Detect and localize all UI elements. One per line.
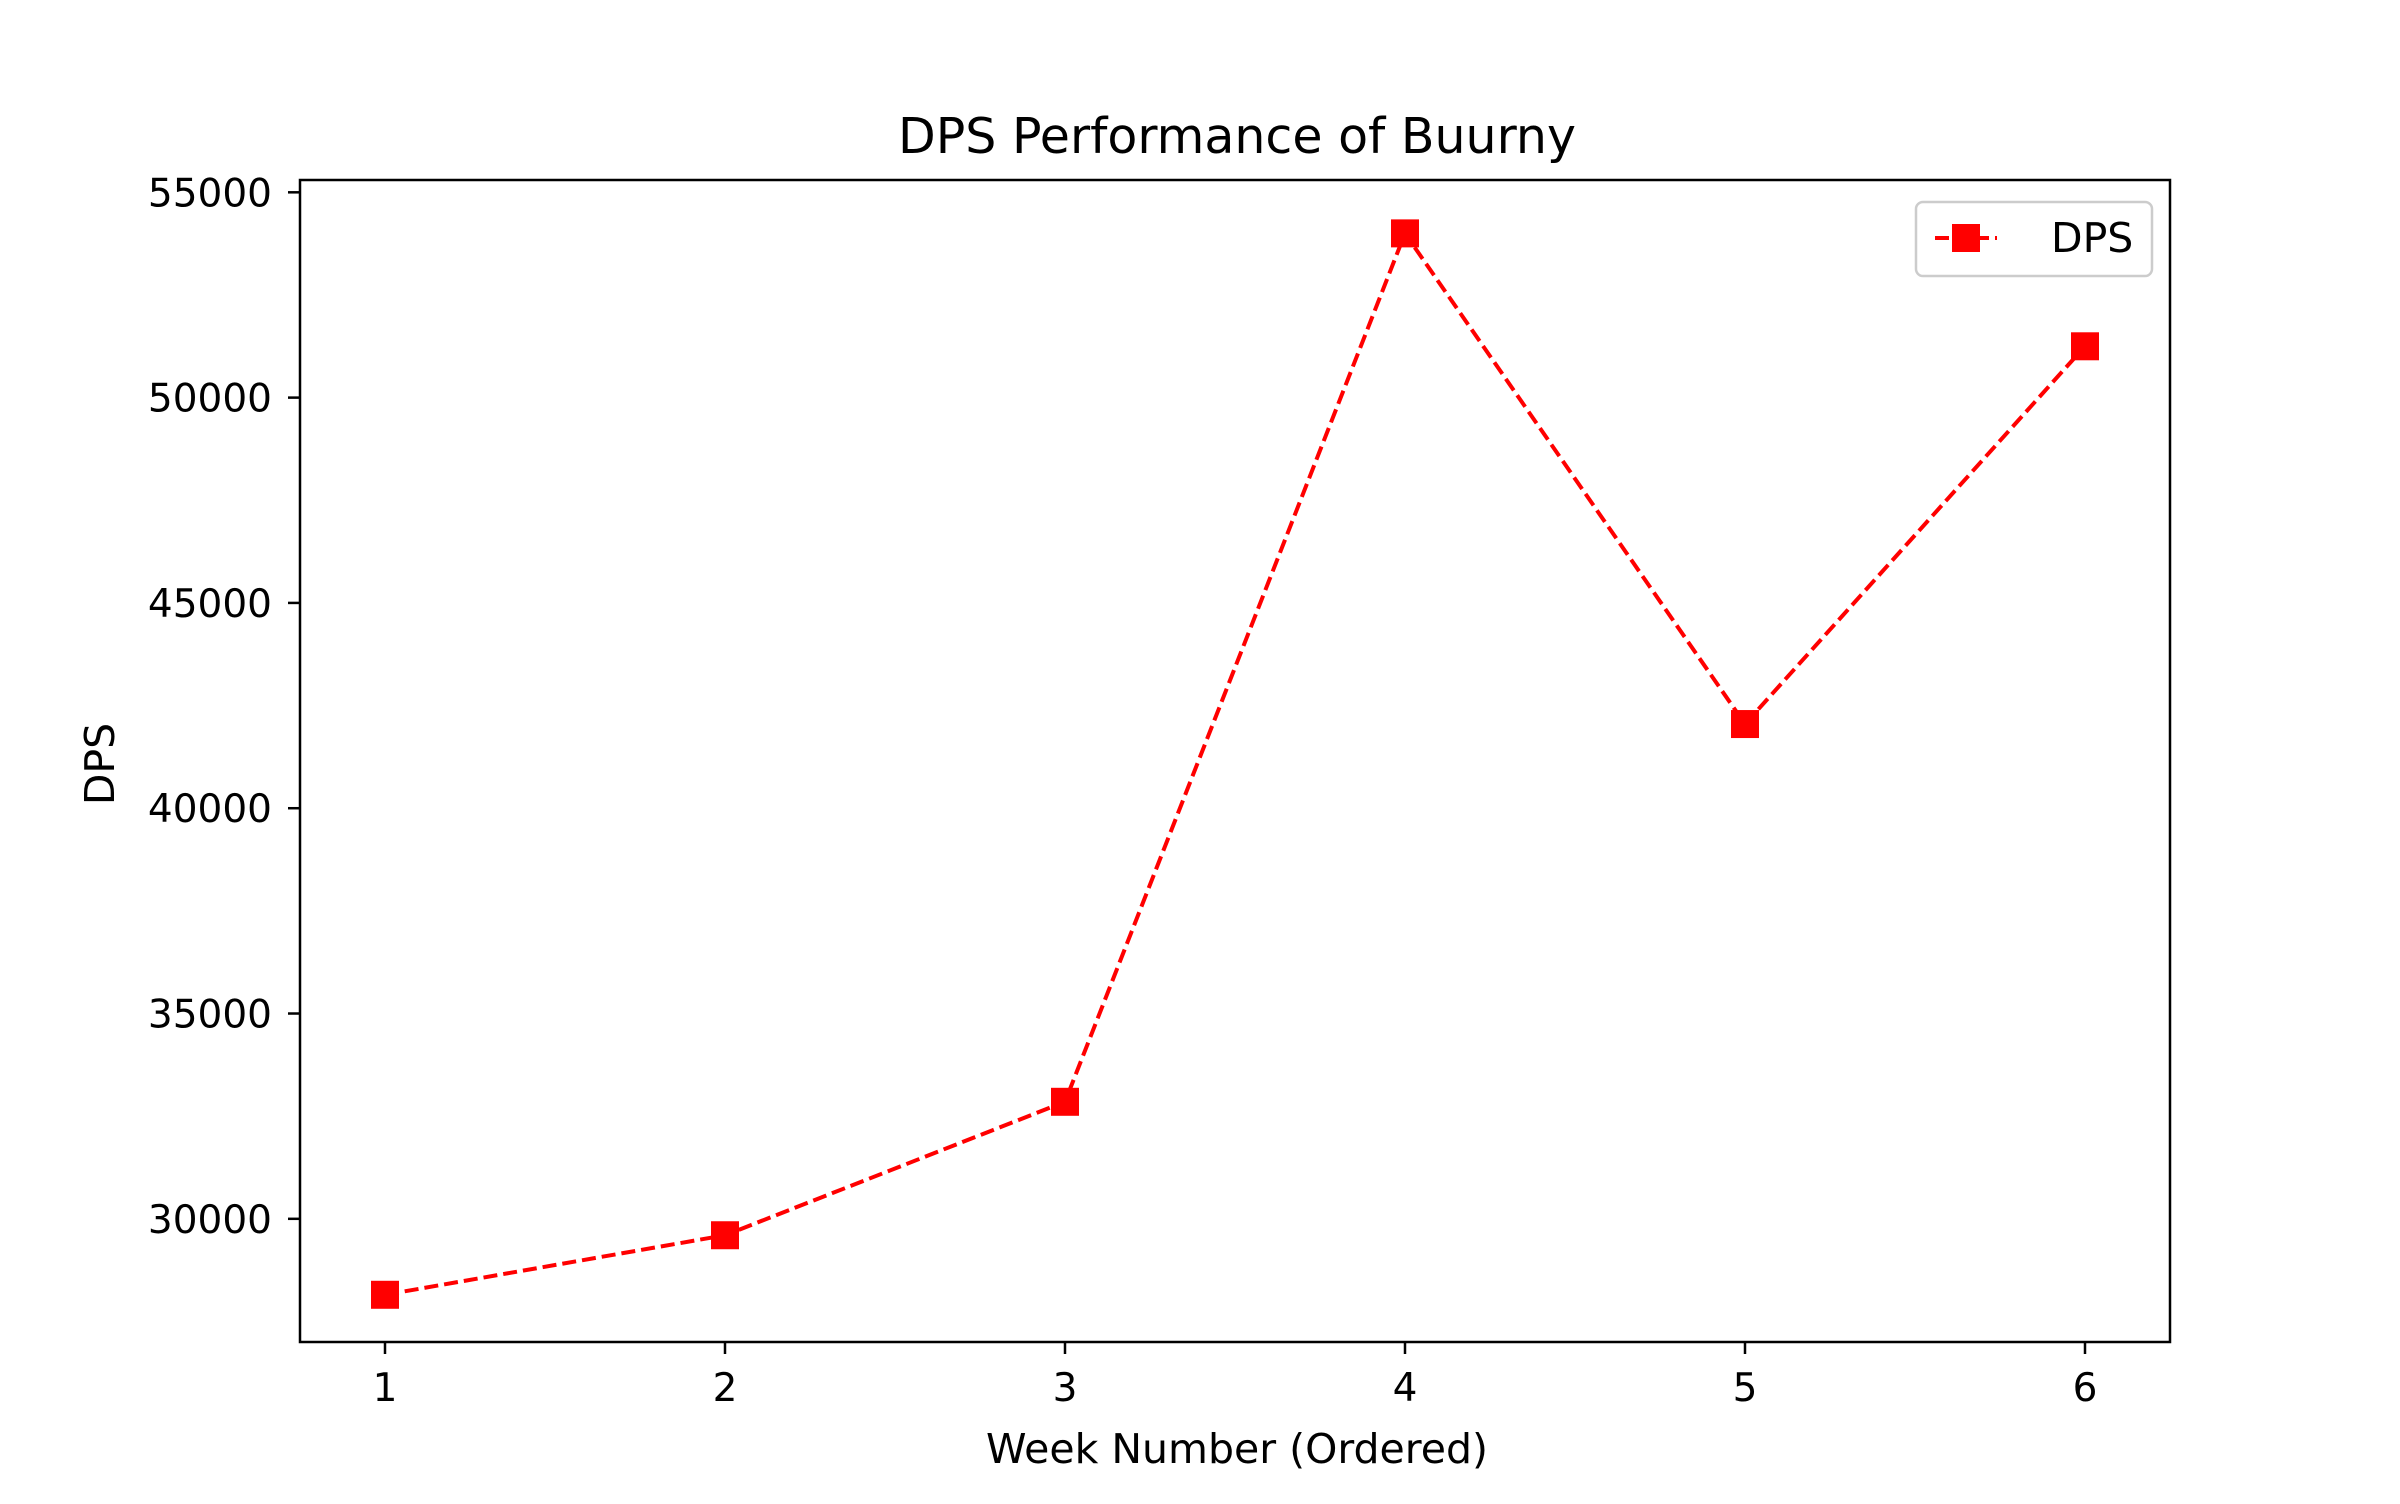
y-axis-label: DPS — [76, 723, 124, 805]
y-tick-label: 45000 — [148, 582, 272, 627]
legend-marker — [1952, 224, 1980, 252]
data-point-marker — [371, 1280, 399, 1309]
chart-title: DPS Performance of Buurny — [898, 108, 1576, 165]
x-tick-label: 3 — [1053, 1366, 1078, 1411]
legend: DPS — [1914, 200, 2154, 278]
x-tick-label: 5 — [1733, 1366, 1758, 1411]
plot-frame — [298, 178, 2172, 1344]
y-tick-label: 40000 — [148, 787, 272, 832]
legend-label-dps: DPS — [2051, 214, 2133, 262]
plot-area — [371, 219, 2099, 1309]
x-tick-label: 6 — [2073, 1366, 2098, 1411]
data-point-marker — [2071, 332, 2099, 361]
x-tick-label: 4 — [1393, 1366, 1418, 1411]
legend-box — [1914, 200, 2154, 278]
y-tick-label: 30000 — [148, 1198, 272, 1243]
x-axis: 1 2 3 4 5 6 — [373, 1342, 2098, 1411]
y-tick-label: 35000 — [148, 993, 272, 1038]
y-tick-label: 50000 — [148, 377, 272, 422]
data-point-marker — [1391, 219, 1419, 248]
y-axis: 30000 35000 40000 45000 50000 55000 — [148, 171, 300, 1243]
x-axis-label: Week Number (Ordered) — [986, 1425, 1488, 1473]
x-tick-label: 1 — [373, 1366, 398, 1411]
data-point-marker — [1731, 710, 1759, 739]
data-point-marker — [1051, 1087, 1079, 1116]
y-tick-label: 55000 — [148, 171, 272, 216]
series-line-dps — [384, 229, 2087, 1297]
data-point-marker — [711, 1221, 739, 1250]
x-tick-label: 2 — [713, 1366, 738, 1411]
